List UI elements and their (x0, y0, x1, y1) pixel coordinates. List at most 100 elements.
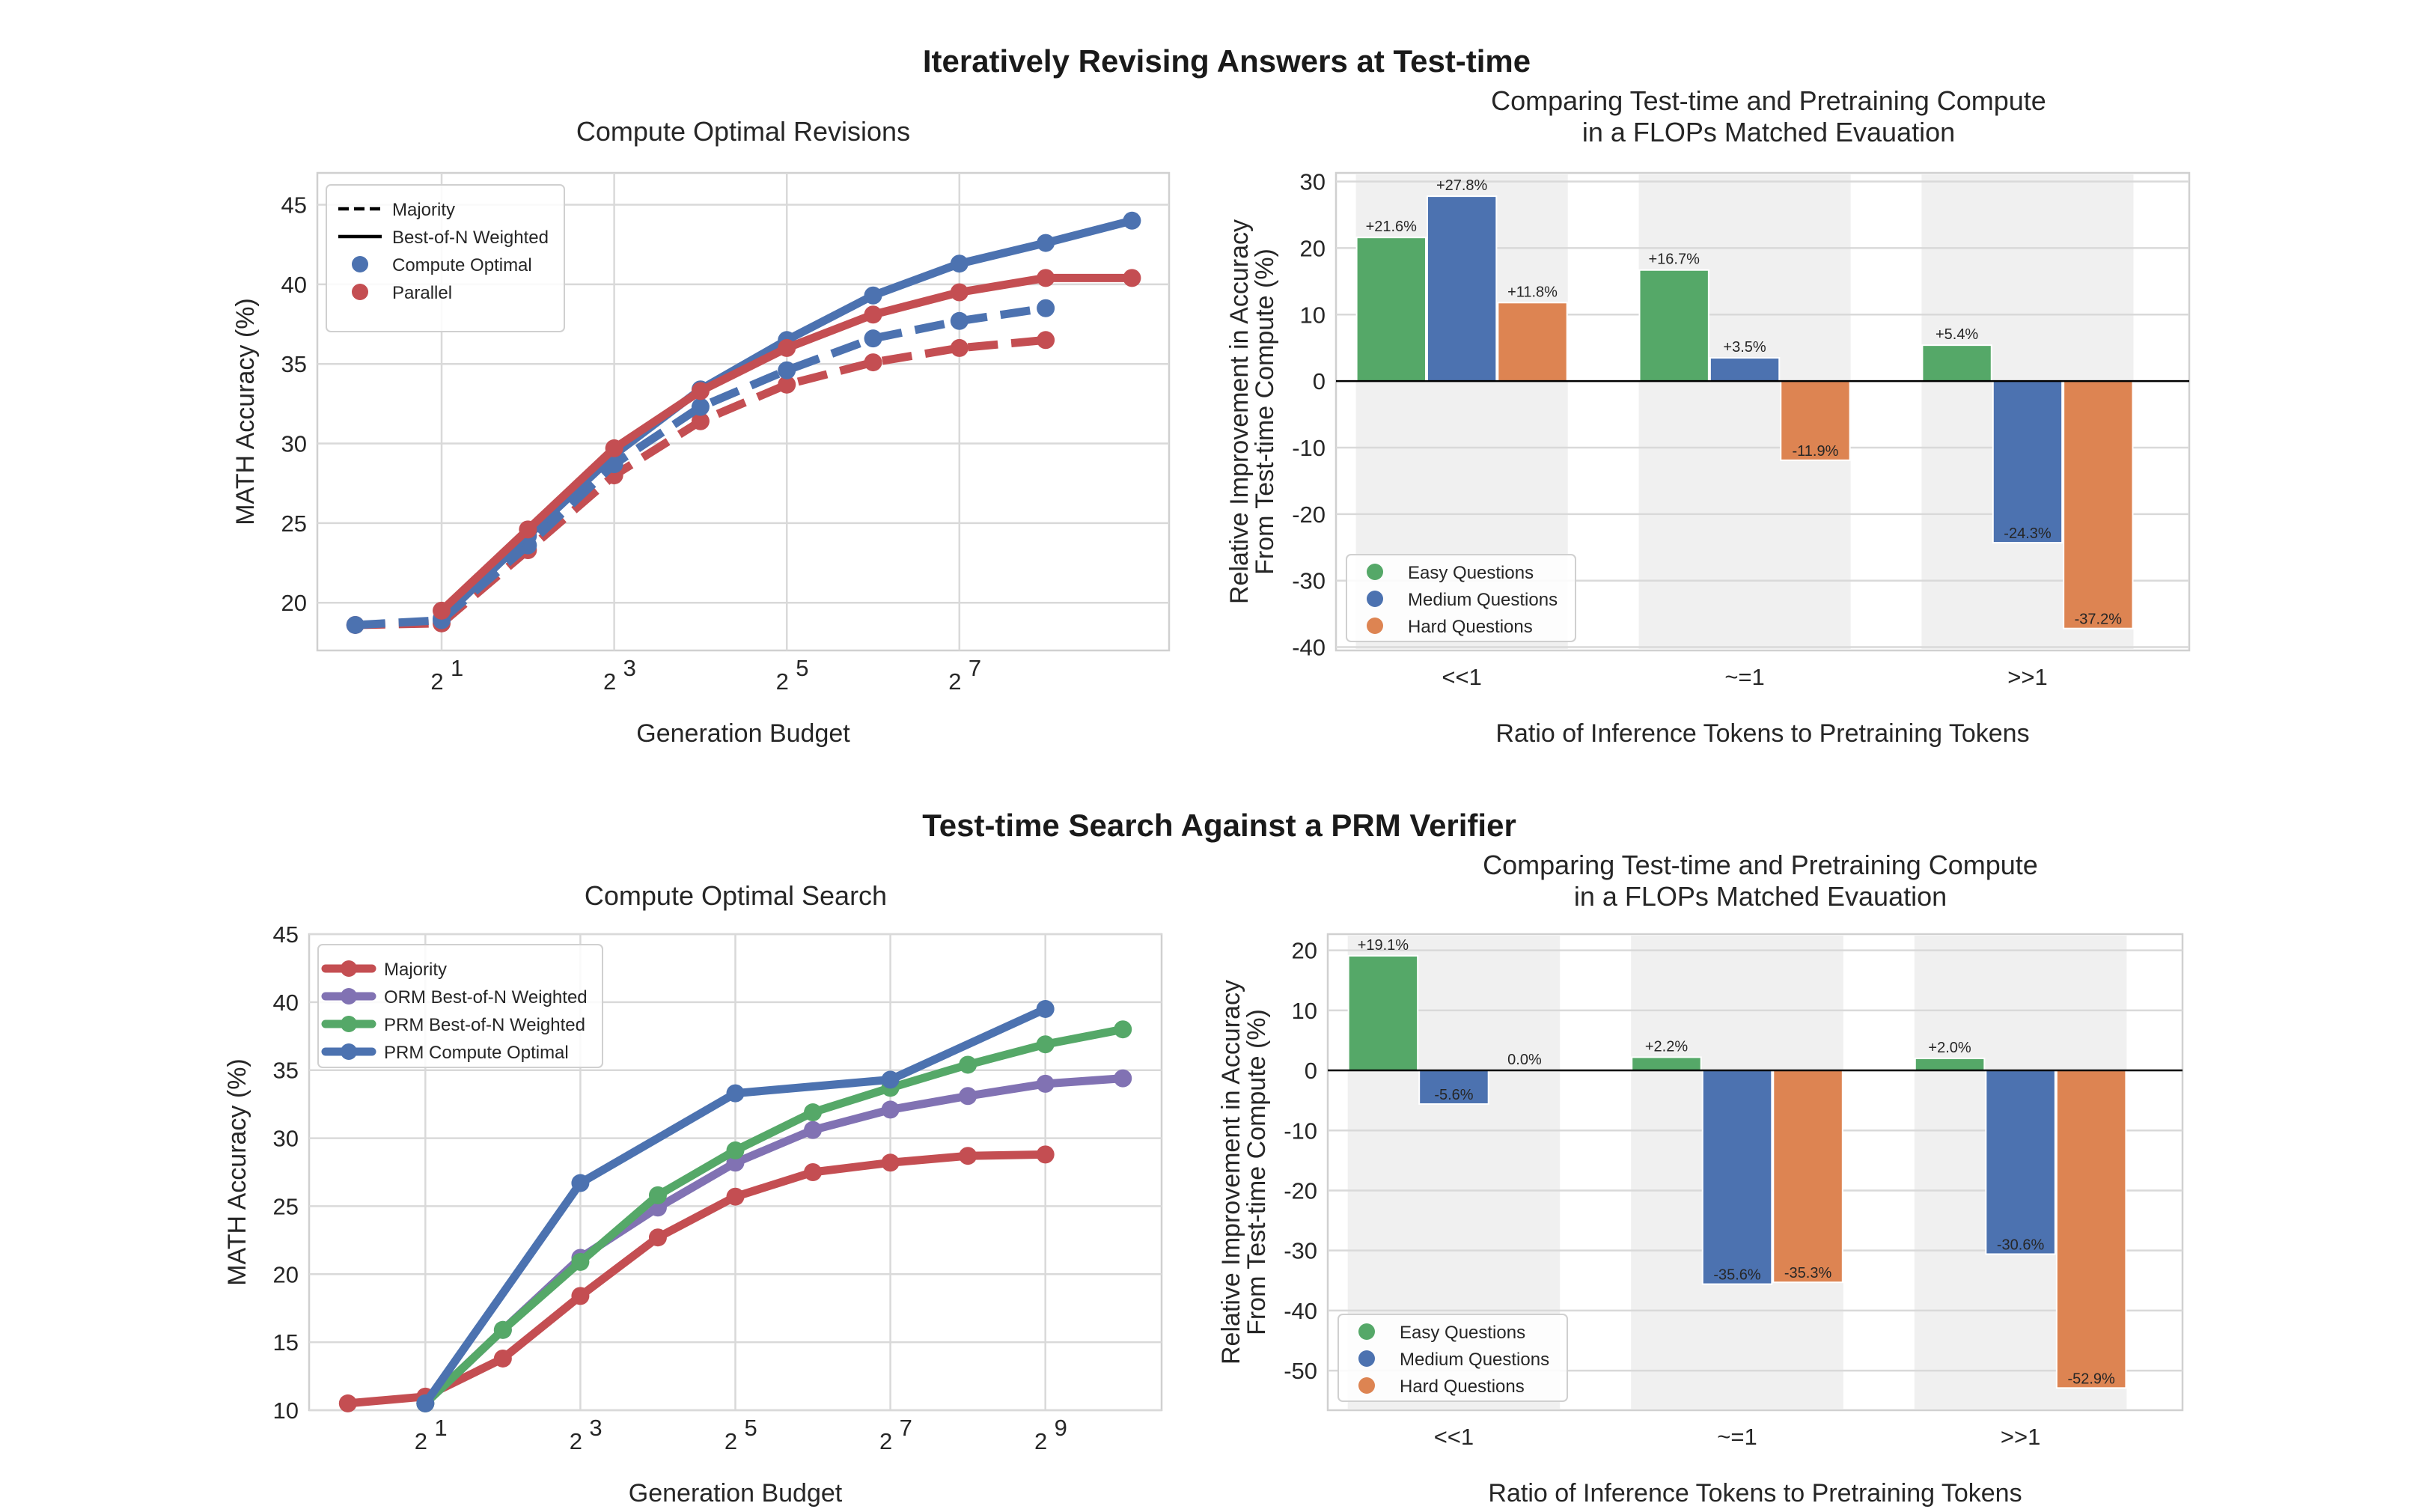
legend-marker-icon (1358, 1377, 1375, 1394)
bar-hard-questions (1772, 1070, 1843, 1284)
data-point (1037, 234, 1055, 252)
legend-marker-icon (1367, 564, 1383, 580)
y-tick-label: -40 (1284, 1298, 1317, 1324)
bar-medium-questions (1985, 1070, 2056, 1255)
data-point (804, 1163, 823, 1181)
legend-label: Parallel (392, 283, 452, 303)
data-point (1036, 1145, 1055, 1164)
bar-hard-questions (2055, 1070, 2127, 1389)
data-point (691, 412, 710, 430)
data-point (959, 1147, 977, 1165)
legend-label: Hard Questions (1408, 617, 1533, 637)
bar-easy-questions (1638, 269, 1709, 382)
data-point (950, 283, 969, 302)
x-tick-label: 2 (725, 1428, 737, 1454)
x-tick-exponent: 3 (589, 1415, 602, 1441)
y-tick-label: 20 (273, 1261, 299, 1287)
legend-marker-icon (1367, 591, 1383, 607)
x-tick-label: 2 (603, 668, 616, 695)
data-point (691, 397, 710, 416)
y-tick-label: 20 (281, 590, 307, 616)
bar-easy-questions (1631, 1056, 1702, 1072)
x-tick-label: >>1 (2007, 664, 2047, 690)
legend: Easy Questions Medium Questions Hard Quest… (1346, 554, 1576, 642)
legend-label: Majority (384, 960, 447, 980)
x-tick-label: <<1 (1434, 1424, 1474, 1450)
legend-box (326, 184, 565, 332)
data-point (778, 375, 796, 394)
bar-value-label: +21.6% (1366, 219, 1418, 235)
y-tick-label: -40 (1292, 635, 1326, 661)
data-point (571, 1252, 590, 1271)
data-point (416, 1394, 435, 1412)
x-tick-exponent: 7 (969, 655, 981, 681)
chart-title: Comparing Test-time and Pretraining Comp… (1491, 85, 2046, 116)
series-line (355, 304, 1046, 630)
data-point (1114, 1069, 1132, 1088)
x-tick-label: 2 (1034, 1428, 1047, 1454)
data-point (433, 601, 451, 620)
data-point (864, 329, 882, 348)
y-axis-label: Relative Improvement in Accuracy (1217, 980, 1245, 1365)
x-axis-label: Generation Budget (636, 719, 850, 748)
bar-value-label: +16.7% (1648, 252, 1700, 268)
legend-label: Best-of-N Weighted (392, 228, 549, 248)
data-point (648, 1186, 667, 1204)
data-point (778, 338, 796, 357)
bar-medium-questions (1701, 1070, 1773, 1285)
bar-value-label: +3.5% (1723, 339, 1766, 356)
y-tick-label: 10 (1300, 302, 1326, 328)
bar-value-label: +2.0% (1928, 1040, 1971, 1056)
legend-label: Easy Questions (1400, 1323, 1525, 1343)
data-point (726, 1084, 745, 1103)
section-title-search: Test-time Search Against a PRM Verifier (922, 808, 1516, 843)
y-tick-label: 10 (1292, 998, 1317, 1024)
x-tick-label: 2 (948, 668, 961, 695)
bar-easy-questions (1921, 344, 1992, 382)
x-tick-label: ~=1 (1717, 1424, 1757, 1450)
data-point (881, 1070, 900, 1089)
data-point (605, 439, 623, 457)
legend-box (1337, 1314, 1568, 1402)
data-point (648, 1228, 667, 1247)
data-point (1036, 1074, 1055, 1093)
y-tick-label: 45 (273, 921, 299, 948)
x-tick-exponent: 5 (796, 655, 808, 681)
chart-title: Comparing Test-time and Pretraining Comp… (1483, 850, 2038, 880)
y-tick-label: 10 (273, 1397, 299, 1424)
x-tick-exponent: 3 (623, 655, 636, 681)
x-tick-label: 2 (430, 668, 443, 695)
bar-medium-questions (1426, 195, 1498, 382)
data-point (1037, 269, 1055, 287)
bar-value-label: -52.9% (2067, 1371, 2115, 1387)
y-tick-label: -10 (1284, 1118, 1317, 1144)
legend-marker-icon (341, 1043, 357, 1060)
y-axis-label-line2: From Test-time Compute (%) (1242, 1009, 1271, 1335)
bar-value-label: -37.2% (2075, 612, 2123, 628)
legend-label: PRM Compute Optimal (384, 1043, 569, 1063)
x-tick-label: 2 (415, 1428, 427, 1454)
y-tick-label: -30 (1292, 568, 1326, 594)
y-tick-label: -30 (1284, 1238, 1317, 1264)
y-tick-label: 20 (1292, 938, 1317, 964)
data-point (881, 1153, 900, 1172)
y-tick-label: 40 (273, 990, 299, 1016)
chart-title: Compute Optimal Revisions (576, 116, 910, 147)
x-tick-label: 2 (776, 668, 789, 695)
search-bar-chart: -50 -40 -30 -20 -10 0 10 20 +19.1% +2.2% +2.0% -5.6… (1217, 850, 2184, 1508)
bar-medium-questions (1418, 1070, 1489, 1105)
bar-value-label: +19.1% (1358, 937, 1409, 954)
data-point (804, 1121, 823, 1139)
bar-hard-questions (1780, 380, 1851, 461)
legend-label: Medium Questions (1408, 590, 1558, 610)
legend-marker-icon (1358, 1323, 1375, 1340)
series-line (422, 1025, 1124, 1406)
data-point (864, 353, 882, 372)
y-axis-label: Relative Improvement in Accuracy (1225, 219, 1254, 604)
data-point (346, 615, 364, 634)
y-tick-label: 35 (273, 1058, 299, 1084)
data-point (1036, 999, 1055, 1018)
